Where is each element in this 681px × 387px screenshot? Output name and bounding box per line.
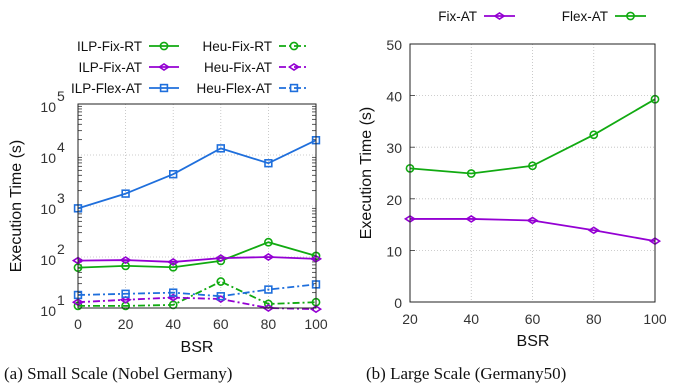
legend-label-ilp-flex-at: ILP-Flex-AT [71,81,142,96]
data-point-ilp-flex-at-1 [121,189,130,198]
data-point-ilp-fix-rt-4 [263,237,273,247]
x-tick-label: 80 [261,316,277,332]
grid [77,104,317,309]
data-point-ilp-flex-at-3 [216,144,225,153]
data-point-ilp-fix-at-4 [262,253,275,261]
legend-label-fix-at: Fix-AT [438,9,477,24]
data-point-heu-fix-at-0 [71,298,85,307]
chart-large-scale: 20 40 60 80 100 0 10 20 30 40 50 BSR Execution Ti… [358,9,667,383]
data-point-ilp-fix-at-3 [214,254,227,263]
y-tick-labels: 0 10 20 30 40 50 [386,37,402,311]
y-tick-exponent: 2 [57,241,65,257]
data-point-heu-fix-rt-3 [216,277,226,286]
series-group [71,136,323,314]
series-line-heu-fix-rt [78,280,317,307]
data-point-flex-at-3 [589,130,599,140]
data-point-heu-flex-at-1 [121,289,130,298]
data-point-fix-at-0 [403,214,417,223]
x-tick-label: 40 [165,316,181,332]
y-tick-label: 40 [386,89,402,105]
data-point-heu-flex-at-4 [264,285,273,294]
legend-label-heu-flex-at: Heu-Flex-AT [196,81,272,96]
y-tick-exponent: 5 [57,88,65,104]
plot-frame [409,43,656,303]
legend-label-heu-fix-rt: Heu-Fix-RT [202,39,272,54]
x-tick-label: 20 [402,311,418,327]
y-tick-label: 10 [40,99,56,115]
x-tick-label: 0 [74,316,82,332]
data-point-ilp-fix-at-0 [71,256,85,265]
x-tick-label: 60 [213,316,229,332]
legend-marker-ilp-fix-rt [159,41,169,51]
x-axis-label: BSR [517,333,550,350]
legend-marker-flex-at [626,11,635,21]
legend-marker-heu-flex-at [289,83,299,93]
y-tick-label: 20 [386,192,402,208]
legend-label-flex-at: Flex-AT [562,9,608,24]
series-line-ilp-flex-at [77,139,317,210]
data-point-fix-at-3 [587,226,600,235]
data-point-heu-fix-at-5 [309,305,323,314]
legend-label-ilp-fix-at: ILP-Fix-AT [79,60,143,75]
y-tick-label: 50 [386,37,402,53]
legend-marker-heu-fix-rt [289,41,299,51]
data-point-ilp-fix-at-5 [309,254,323,263]
x-tick-label: 40 [463,311,479,327]
data-point-ilp-fix-at-2 [167,257,180,266]
y-tick-exponent: 3 [57,190,65,206]
y-tick-label: 0 [394,295,402,311]
data-point-ilp-flex-at-2 [169,170,178,179]
legend-marker-ilp-flex-at [159,83,169,93]
y-tick-label: 30 [386,140,402,156]
x-tick-label: 100 [643,311,667,327]
data-point-flex-at-1 [466,169,476,178]
series-line-ilp-fix-at [77,256,317,263]
x-tick-label: 20 [118,316,134,332]
x-axis-label: BSR [181,339,214,356]
legend-label-ilp-fix-rt: ILP-Fix-RT [77,39,142,54]
legend-marker-ilp-fix-at [157,63,171,71]
y-tick-label: 10 [40,201,56,217]
legend: ILP-Fix-RT Heu-Fix-RT ILP-Fix-AT Heu-Fix-AT… [71,39,309,96]
grid [409,43,656,303]
data-point-flex-at-2 [528,161,537,171]
series-line-heu-flex-at [77,283,317,298]
x-tick-labels: 0 20 40 60 80 100 [74,316,328,332]
y-tick-label: 10 [40,150,56,166]
y-tick-label: 10 [40,303,56,319]
legend-marker-heu-fix-at [287,63,301,71]
series-line-flex-at [409,98,656,175]
y-tick-exponent: 1 [57,292,65,308]
x-tick-label: 100 [304,316,328,332]
legend-marker-fix-at [493,12,506,20]
plot-frame [77,103,317,309]
y-tick-exponent: 4 [57,139,65,155]
data-point-fix-at-1 [465,214,478,223]
data-point-heu-flex-at-2 [169,288,178,297]
series-line-ilp-fix-rt [77,241,317,269]
y-tick-label: 10 [386,243,402,259]
caption-b: (b) Large Scale (Germany50) [366,364,566,383]
series-line-fix-at [410,218,656,242]
x-tick-label: 80 [586,311,602,327]
legend: Fix-AT Flex-AT [438,9,646,24]
data-point-fix-at-2 [526,216,539,225]
y-axis-label: Execution Time (s) [358,107,375,239]
legend-label-heu-fix-at: Heu-Fix-AT [204,60,272,75]
y-axis-label: Execution Time (s) [8,140,25,272]
data-point-ilp-flex-at-4 [264,159,273,168]
x-tick-label: 60 [525,311,541,327]
caption-a: (a) Small Scale (Nobel Germany) [4,364,232,383]
data-point-heu-flex-at-3 [216,292,225,301]
data-point-fix-at-4 [648,237,662,246]
data-point-ilp-fix-rt-2 [168,262,178,272]
x-tick-labels: 20 40 60 80 100 [402,311,667,327]
data-point-ilp-fix-at-1 [119,256,132,265]
y-tick-label: 10 [40,252,56,268]
